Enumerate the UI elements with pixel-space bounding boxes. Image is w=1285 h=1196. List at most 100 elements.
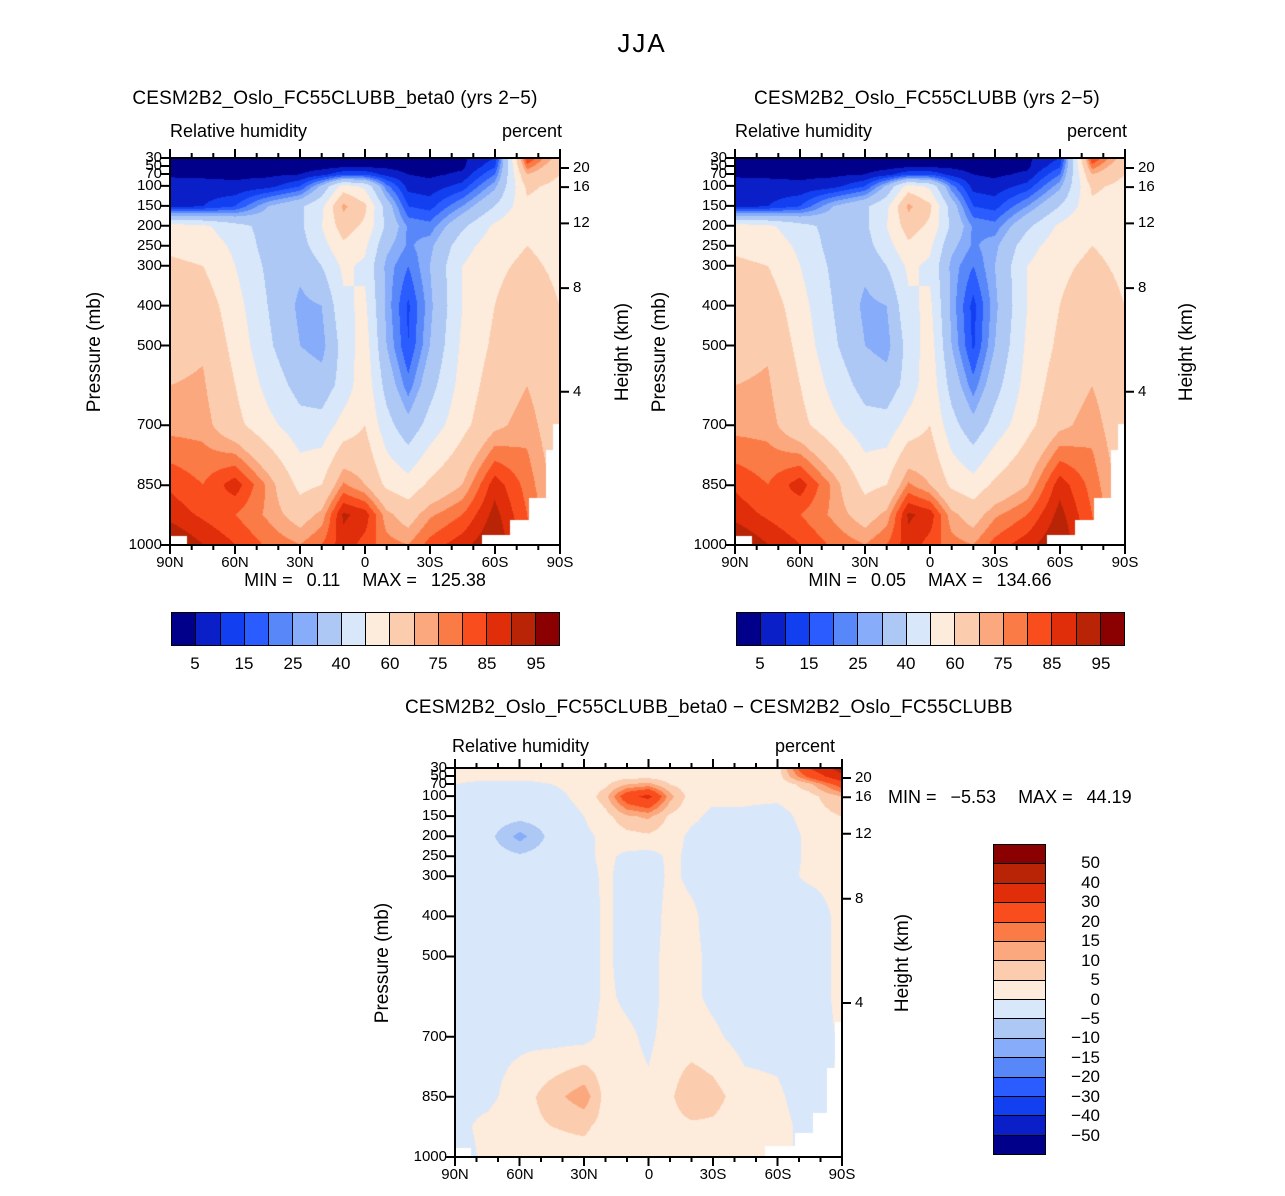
height-tick-label: 12 <box>573 214 590 231</box>
colorbar-tick-label: 85 <box>1042 654 1062 673</box>
latitude-tick-label: 0 <box>644 1166 654 1183</box>
pressure-tick-label: 200 <box>136 217 162 234</box>
max-label: MAX = <box>927 570 983 590</box>
panel2-min-max-readout: MIN = 0.05 MAX = 134.66 <box>735 570 1125 591</box>
contour-canvas-model1 <box>170 158 560 545</box>
colorbar-cell <box>882 613 907 645</box>
max-value: 134.66 <box>996 570 1052 590</box>
colorbar-cell <box>955 613 980 645</box>
latitude-tick-label: 90S <box>828 1166 856 1183</box>
colorbar-tick-label: 15 <box>234 654 254 673</box>
colorbar-cell <box>414 613 439 645</box>
colorbar-cell <box>761 613 786 645</box>
height-tick-label: 12 <box>855 825 872 842</box>
colorbar-cell <box>487 613 512 645</box>
colorbar-tick-label: −5 <box>1080 1009 1100 1028</box>
colorbar-tick-label: 40 <box>896 654 916 673</box>
pressure-tick-label: 250 <box>421 847 447 864</box>
colorbar-cell <box>438 613 463 645</box>
colorbar-tick-label: 40 <box>1081 873 1100 892</box>
height-tick-label: 8 <box>573 279 582 296</box>
colorbar-tick-label: 15 <box>799 654 819 673</box>
colorbar-tick-label: 75 <box>428 654 448 673</box>
pressure-tick-label: 200 <box>701 217 727 234</box>
min-label: MIN = <box>888 787 937 807</box>
pressure-tick-label: 200 <box>421 827 447 844</box>
min-value: 0.11 <box>306 570 341 590</box>
pressure-tick-label: 50 <box>145 157 162 174</box>
latitude-tick-label: 90S <box>546 554 574 571</box>
colorbar-cell <box>463 613 488 645</box>
latitude-tick-label: 90N <box>721 554 749 571</box>
height-tick-label: 8 <box>855 890 864 907</box>
panel1-min-max-readout: MIN = 0.11 MAX = 125.38 <box>170 570 560 591</box>
colorbar-cell <box>220 613 245 645</box>
min-label: MIN = <box>808 570 857 590</box>
pressure-tick-label: 150 <box>421 807 447 824</box>
pressure-tick-label: 850 <box>421 1088 447 1105</box>
pressure-tick-label: 1000 <box>413 1148 447 1165</box>
panel1-height-axis-label: Height (km) <box>612 302 633 402</box>
colorbar-cell <box>858 613 883 645</box>
pressure-tick-label: 700 <box>701 416 727 433</box>
colorbar-tick-label: 25 <box>848 654 868 673</box>
latitude-tick-label: 60N <box>221 554 249 571</box>
height-tick-label: 4 <box>1138 383 1147 400</box>
height-tick-label: 8 <box>1138 279 1147 296</box>
colorbar-tick-label: 5 <box>190 654 200 673</box>
colorbar-cell <box>366 613 391 645</box>
panel2-height-axis-label: Height (km) <box>1176 302 1197 402</box>
latitude-tick-label: 30S <box>416 554 444 571</box>
contour-canvas-difference <box>455 768 842 1157</box>
pressure-tick-label: 850 <box>136 476 162 493</box>
pressure-tick-label: 1000 <box>128 536 162 553</box>
height-tick-label: 20 <box>573 159 590 176</box>
colorbar-cell <box>994 1077 1045 1097</box>
colorbar-cell <box>906 613 931 645</box>
colorbar-tick-label: 95 <box>1091 654 1111 673</box>
panel3-height-axis-label: Height (km) <box>892 913 913 1013</box>
panel3-field-label: Relative humidity <box>452 736 590 756</box>
colorbar-cell <box>994 903 1045 923</box>
colorbar-tick-label: 5 <box>1090 970 1100 989</box>
latitude-tick-label: 60N <box>506 1166 534 1183</box>
colorbar-cell <box>737 613 762 645</box>
pressure-tick-label: 300 <box>421 867 447 884</box>
colorbar-cell <box>196 613 221 645</box>
colorbar-cell <box>1100 613 1124 645</box>
panel2-pressure-axis-label: Pressure (mb) <box>649 291 670 413</box>
max-label: MAX = <box>362 570 417 590</box>
colorbar-tick-label: 30 <box>1081 892 1100 911</box>
colorbar-cell <box>994 961 1045 981</box>
pressure-tick-label: 30 <box>710 149 727 166</box>
pressure-tick-label: 50 <box>430 767 447 784</box>
panel2-field-label: Relative humidity <box>735 121 873 141</box>
colorbar-tick-label: 25 <box>283 654 303 673</box>
colorbar-cell <box>994 1058 1045 1078</box>
colorbar-tick-label: 10 <box>1081 951 1100 970</box>
colorbar-cell <box>994 922 1045 942</box>
colorbar-tick-label: 85 <box>477 654 497 673</box>
colorbar-tick-label: 95 <box>526 654 546 673</box>
colorbar-cell <box>994 1116 1045 1136</box>
colorbar-cell <box>979 613 1004 645</box>
colorbar-cell <box>994 980 1045 1000</box>
latitude-tick-label: 60S <box>481 554 509 571</box>
colorbar-tick-label: 60 <box>945 654 965 673</box>
max-value: 44.19 <box>1086 787 1132 807</box>
colorbar-cell <box>994 1019 1045 1039</box>
colorbar-tick-label: 5 <box>755 654 765 673</box>
colorbar-cell <box>1076 613 1101 645</box>
pressure-tick-label: 30 <box>145 149 162 166</box>
colorbar-vertical <box>993 844 1046 1155</box>
colorbar-tick-label: 75 <box>993 654 1013 673</box>
panel1-units-label: percent <box>501 121 562 141</box>
colorbar-cell <box>994 864 1045 884</box>
colorbar-cell <box>535 613 559 645</box>
latitude-tick-label: 30S <box>981 554 1009 571</box>
colorbar-cell <box>785 613 810 645</box>
pressure-tick-label: 500 <box>421 947 447 964</box>
colorbar-cell <box>511 613 536 645</box>
colorbar-cell <box>834 613 859 645</box>
pressure-tick-label: 70 <box>430 775 447 792</box>
